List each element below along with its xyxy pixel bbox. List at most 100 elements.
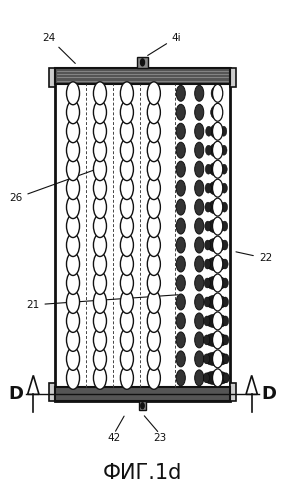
Bar — [137, 57, 148, 68]
Text: 26: 26 — [9, 169, 97, 203]
Circle shape — [66, 120, 80, 143]
Circle shape — [120, 366, 133, 389]
Circle shape — [66, 177, 80, 200]
Circle shape — [195, 199, 204, 215]
Ellipse shape — [203, 335, 210, 345]
Circle shape — [66, 271, 80, 294]
Circle shape — [176, 275, 185, 291]
Circle shape — [147, 120, 160, 143]
Circle shape — [176, 161, 185, 177]
Circle shape — [66, 309, 80, 332]
Ellipse shape — [207, 257, 226, 271]
Polygon shape — [28, 375, 39, 394]
Circle shape — [195, 218, 204, 234]
Circle shape — [120, 101, 133, 124]
Circle shape — [120, 328, 133, 351]
Ellipse shape — [223, 316, 229, 326]
Ellipse shape — [205, 295, 227, 309]
Ellipse shape — [209, 181, 224, 195]
Circle shape — [176, 218, 185, 234]
Ellipse shape — [208, 200, 224, 214]
Circle shape — [120, 120, 133, 143]
Ellipse shape — [203, 371, 229, 385]
Ellipse shape — [204, 352, 229, 366]
Circle shape — [195, 237, 204, 253]
Circle shape — [176, 237, 185, 253]
Text: 24: 24 — [42, 32, 75, 63]
Circle shape — [147, 196, 160, 219]
Bar — [230, 383, 235, 401]
Circle shape — [66, 196, 80, 219]
Ellipse shape — [205, 202, 211, 212]
Ellipse shape — [222, 278, 228, 288]
Circle shape — [66, 101, 80, 124]
Circle shape — [213, 122, 223, 140]
Ellipse shape — [205, 164, 211, 174]
Circle shape — [213, 331, 223, 349]
Circle shape — [195, 256, 204, 272]
Ellipse shape — [204, 297, 210, 307]
Circle shape — [120, 290, 133, 313]
Circle shape — [176, 370, 185, 386]
Circle shape — [147, 309, 160, 332]
Ellipse shape — [205, 183, 211, 193]
Circle shape — [195, 161, 204, 177]
Circle shape — [93, 82, 107, 105]
Circle shape — [120, 139, 133, 162]
Circle shape — [147, 271, 160, 294]
Circle shape — [66, 82, 80, 105]
Circle shape — [120, 347, 133, 370]
Ellipse shape — [206, 276, 227, 290]
Circle shape — [120, 271, 133, 294]
Ellipse shape — [221, 202, 228, 212]
Circle shape — [195, 294, 204, 310]
Circle shape — [213, 274, 223, 292]
Circle shape — [176, 123, 185, 139]
Ellipse shape — [223, 354, 229, 364]
Circle shape — [141, 59, 144, 66]
Bar — [55, 68, 230, 84]
Circle shape — [213, 236, 223, 254]
Ellipse shape — [207, 238, 225, 252]
Circle shape — [176, 332, 185, 348]
Text: ФИГ.1d: ФИГ.1d — [103, 464, 182, 484]
Circle shape — [93, 101, 107, 124]
Circle shape — [213, 84, 223, 102]
Circle shape — [93, 234, 107, 256]
Ellipse shape — [211, 105, 222, 119]
Circle shape — [213, 369, 223, 387]
Circle shape — [147, 215, 160, 238]
Ellipse shape — [203, 373, 209, 383]
Ellipse shape — [209, 162, 223, 176]
Circle shape — [195, 313, 204, 329]
Circle shape — [213, 255, 223, 273]
Circle shape — [120, 234, 133, 256]
Circle shape — [147, 177, 160, 200]
Ellipse shape — [222, 240, 228, 250]
Circle shape — [93, 120, 107, 143]
Circle shape — [93, 158, 107, 181]
Circle shape — [147, 82, 160, 105]
Circle shape — [93, 290, 107, 313]
Circle shape — [93, 271, 107, 294]
Circle shape — [213, 179, 223, 197]
Bar — [55, 387, 230, 401]
Circle shape — [176, 256, 185, 272]
Circle shape — [147, 366, 160, 389]
Circle shape — [213, 198, 223, 216]
Circle shape — [195, 180, 204, 196]
Circle shape — [66, 215, 80, 238]
Ellipse shape — [209, 143, 223, 157]
Circle shape — [66, 252, 80, 275]
Circle shape — [93, 177, 107, 200]
Circle shape — [195, 142, 204, 158]
Circle shape — [213, 103, 223, 121]
Circle shape — [120, 252, 133, 275]
Bar — [50, 383, 55, 401]
Circle shape — [93, 139, 107, 162]
Ellipse shape — [222, 259, 228, 269]
Circle shape — [93, 347, 107, 370]
Ellipse shape — [205, 240, 211, 250]
Circle shape — [66, 328, 80, 351]
Text: 42: 42 — [107, 433, 121, 443]
